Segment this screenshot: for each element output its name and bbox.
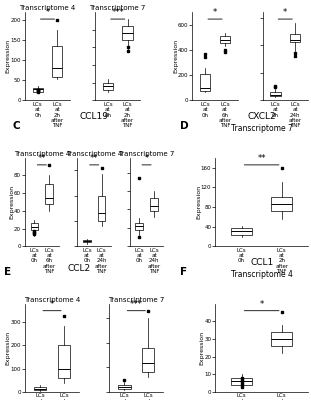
Y-axis label: Expression: Expression [200, 331, 205, 365]
Title: Transcriptome 7: Transcriptome 7 [118, 151, 175, 157]
Text: C: C [12, 121, 20, 131]
Text: CCL19: CCL19 [80, 112, 109, 121]
Y-axis label: Expression: Expression [9, 185, 14, 219]
Text: **: ** [38, 154, 46, 163]
PathPatch shape [34, 387, 46, 390]
Text: **: ** [258, 154, 266, 163]
PathPatch shape [150, 198, 158, 211]
Text: *: * [145, 154, 149, 163]
Y-axis label: Expression: Expression [173, 39, 178, 73]
PathPatch shape [118, 385, 131, 388]
Title: Transcriptome 7: Transcriptome 7 [108, 296, 165, 302]
Text: D: D [180, 121, 189, 131]
PathPatch shape [52, 46, 63, 77]
Title: Transcriptome 4: Transcriptome 4 [66, 151, 122, 157]
PathPatch shape [135, 223, 143, 230]
Text: CCL1: CCL1 [250, 258, 273, 266]
Text: CXCL2: CXCL2 [247, 112, 276, 121]
Y-axis label: Expression: Expression [6, 39, 11, 73]
PathPatch shape [142, 348, 154, 372]
Y-axis label: Expression: Expression [6, 331, 11, 365]
PathPatch shape [58, 346, 70, 378]
Text: Transcriptome 7: Transcriptome 7 [231, 124, 293, 133]
Title: Transcriptome 7: Transcriptome 7 [90, 5, 146, 11]
Text: *: * [50, 300, 54, 309]
PathPatch shape [270, 92, 281, 96]
Text: CCL2: CCL2 [68, 264, 91, 273]
Title: Transcriptome 4: Transcriptome 4 [14, 151, 70, 157]
PathPatch shape [220, 36, 230, 43]
PathPatch shape [271, 332, 292, 346]
PathPatch shape [98, 196, 105, 221]
PathPatch shape [83, 240, 91, 242]
PathPatch shape [200, 74, 210, 91]
Text: Transcriptome 4: Transcriptome 4 [231, 270, 293, 279]
PathPatch shape [123, 26, 133, 40]
PathPatch shape [231, 378, 252, 385]
Text: *: * [213, 8, 217, 17]
Title: Transcriptome 4: Transcriptome 4 [24, 296, 80, 302]
Text: E: E [4, 266, 11, 276]
PathPatch shape [271, 197, 292, 211]
Text: *: * [260, 300, 264, 309]
Y-axis label: Expression: Expression [196, 185, 201, 219]
Title: Transcriptome 4: Transcriptome 4 [19, 5, 76, 11]
PathPatch shape [231, 228, 252, 235]
PathPatch shape [33, 88, 43, 92]
Text: ***: *** [130, 300, 143, 309]
Text: **: ** [90, 154, 99, 163]
PathPatch shape [290, 34, 300, 42]
Text: *: * [283, 8, 287, 17]
PathPatch shape [45, 184, 53, 204]
PathPatch shape [103, 83, 113, 90]
Text: ***: *** [111, 8, 124, 17]
Text: F: F [180, 266, 188, 276]
Text: *: * [45, 8, 50, 17]
PathPatch shape [30, 223, 38, 230]
